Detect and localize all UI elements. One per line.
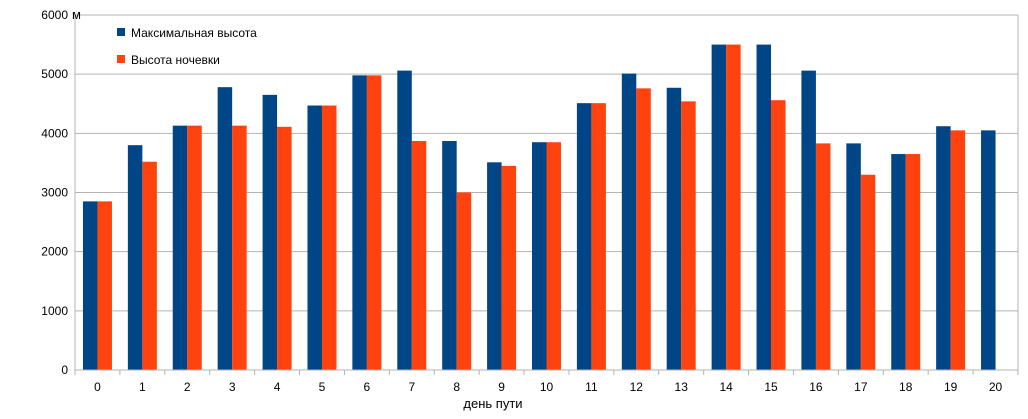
bar-max-height-day-9 [487, 162, 502, 370]
bar-camp-height-day-17 [860, 174, 876, 370]
bar-max-height-day-19 [936, 126, 951, 370]
x-tick-label: 16 [809, 380, 823, 394]
y-tick-label: 6000 [41, 8, 68, 22]
bar-max-height-day-7 [397, 70, 412, 370]
bar-camp-height-day-19 [950, 130, 966, 370]
legend: Максимальная высота Высота ночевки [117, 26, 257, 67]
bar-max-height-day-10 [532, 142, 547, 370]
x-tick-label: 17 [854, 380, 868, 394]
bar-camp-height-day-11 [591, 103, 606, 371]
bar-max-height-day-13 [666, 87, 682, 371]
legend-swatch-max-height [117, 28, 125, 36]
bar-camp-height-day-4 [277, 126, 292, 370]
x-tick-label: 0 [94, 380, 101, 394]
y-axis-unit: м [72, 7, 81, 22]
y-tick-label: 3000 [41, 186, 68, 200]
bar-camp-height-day-16 [815, 143, 831, 370]
bar-camp-height-day-18 [905, 154, 921, 370]
x-tick-label: 11 [585, 380, 598, 394]
legend-swatch-camp-height [117, 55, 125, 63]
bar-camp-height-day-0 [97, 201, 112, 370]
bar-max-height-day-18 [891, 154, 906, 370]
bar-max-height-day-6 [352, 75, 367, 370]
bar-max-height-day-16 [801, 70, 816, 370]
bar-max-height-day-11 [576, 103, 592, 371]
bar-camp-height-day-6 [366, 75, 382, 370]
bar-camp-height-day-9 [501, 165, 517, 370]
x-tick-label: 1 [139, 380, 146, 394]
x-tick-label: 20 [989, 380, 1003, 394]
bar-max-height-day-12 [621, 73, 637, 370]
bar-max-height-day-3 [217, 87, 233, 370]
y-tick-label: 2000 [41, 245, 68, 259]
x-tick-label: 10 [540, 380, 554, 394]
x-tick-label: 6 [364, 380, 371, 394]
x-tick-label: 3 [229, 380, 236, 394]
bar-max-height-day-15 [756, 44, 772, 370]
bar-camp-height-day-5 [321, 105, 337, 371]
x-tick-label: 2 [184, 380, 191, 394]
legend-label-camp-height: Высота ночевки [131, 53, 220, 67]
bar-camp-height-day-1 [142, 161, 157, 370]
bar-camp-height-day-15 [771, 100, 786, 370]
y-tick-label: 0 [61, 363, 68, 377]
bar-camp-height-day-14 [726, 44, 741, 370]
bar-camp-height-day-10 [546, 142, 561, 370]
bar-camp-height-day-7 [411, 141, 427, 370]
y-tick-label: 4000 [41, 126, 68, 140]
x-tick-label: 13 [675, 380, 689, 394]
bar-max-height-day-2 [172, 125, 188, 371]
bar-max-height-day-1 [127, 145, 143, 370]
x-tick-label: 9 [498, 380, 505, 394]
x-tick-label: 8 [453, 380, 460, 394]
bar-max-height-day-17 [846, 143, 861, 370]
bar-max-height-day-8 [442, 141, 457, 370]
x-tick-label: 14 [719, 380, 733, 394]
y-tick-label: 5000 [41, 67, 68, 81]
y-tick-label: 1000 [41, 304, 68, 318]
bar-max-height-day-14 [711, 44, 727, 370]
x-tick-label: 5 [319, 380, 326, 394]
bar-camp-height-day-12 [636, 88, 651, 370]
bar-camp-height-day-2 [187, 125, 202, 371]
x-tick-label: 4 [274, 380, 281, 394]
bar-camp-height-day-3 [232, 125, 247, 371]
bars [82, 44, 996, 371]
x-tick-label: 19 [944, 380, 958, 394]
legend-label-max-height: Максимальная высота [131, 26, 257, 40]
x-tick-label: 7 [408, 380, 415, 394]
x-tick-label: 12 [630, 380, 644, 394]
x-tick-label: 18 [899, 380, 913, 394]
bar-max-height-day-5 [307, 105, 322, 371]
bar-max-height-day-0 [82, 201, 98, 370]
axes [74, 15, 1019, 375]
bar-camp-height-day-13 [681, 101, 696, 370]
bar-max-height-day-4 [262, 94, 278, 370]
x-axis-title: день пути [463, 396, 522, 411]
x-tick-label: 15 [764, 380, 778, 394]
bar-max-height-day-20 [981, 130, 996, 370]
bar-camp-height-day-8 [456, 192, 472, 370]
